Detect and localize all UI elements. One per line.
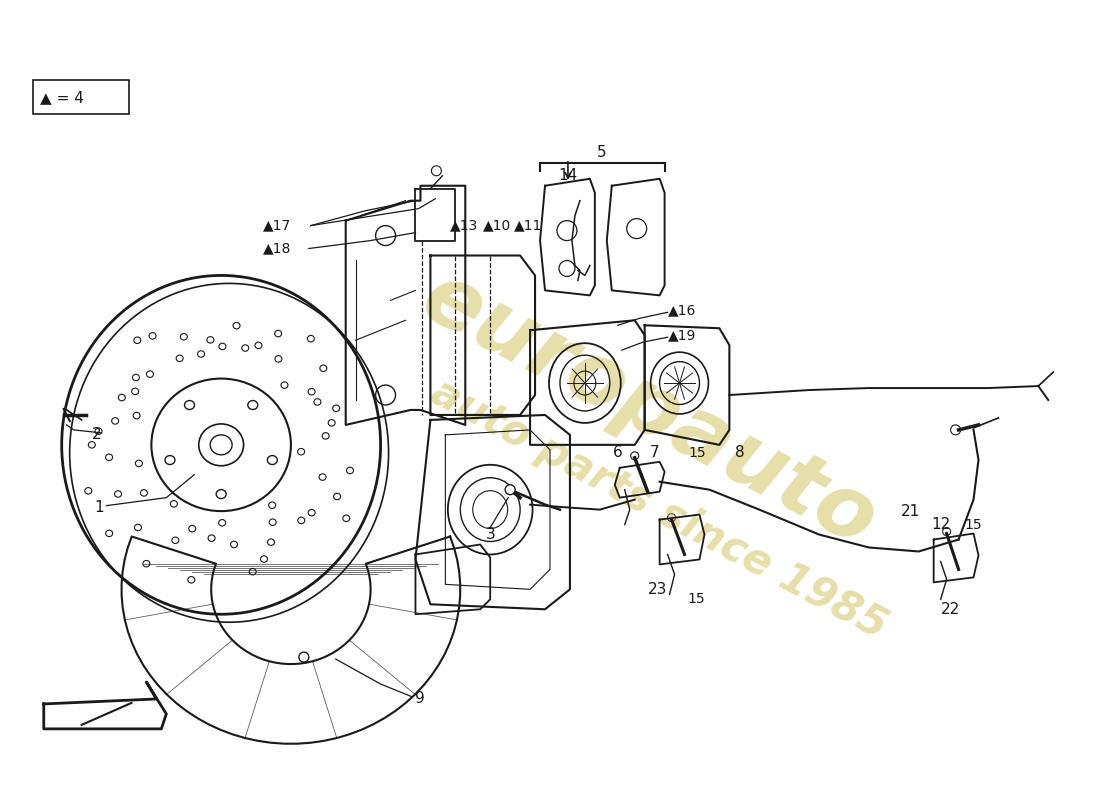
Text: 21: 21 [901, 504, 921, 519]
Text: 3: 3 [485, 527, 495, 542]
Text: 15: 15 [688, 592, 705, 606]
Text: ▲17: ▲17 [263, 218, 292, 233]
Text: 5: 5 [597, 146, 606, 160]
Text: 7: 7 [650, 446, 659, 460]
FancyBboxPatch shape [33, 80, 130, 114]
Circle shape [668, 514, 675, 522]
Text: ▲10: ▲10 [483, 218, 512, 233]
Text: 15: 15 [965, 518, 982, 531]
Text: 23: 23 [648, 582, 668, 597]
Text: 15: 15 [689, 446, 706, 460]
Text: 12: 12 [931, 517, 950, 532]
Polygon shape [44, 682, 166, 729]
Text: ▲13: ▲13 [450, 218, 478, 233]
Circle shape [630, 452, 639, 460]
Text: ▲11: ▲11 [514, 218, 542, 233]
Circle shape [943, 527, 950, 535]
Circle shape [950, 425, 960, 435]
Text: 8: 8 [735, 446, 745, 460]
Text: auto parts since 1985: auto parts since 1985 [425, 371, 894, 648]
Circle shape [505, 485, 515, 494]
Text: 2: 2 [91, 427, 101, 442]
Text: 6: 6 [613, 446, 623, 460]
Text: 9: 9 [416, 691, 426, 706]
Text: ▲ = 4: ▲ = 4 [40, 90, 84, 106]
Text: ▲18: ▲18 [263, 242, 292, 255]
Text: 1: 1 [95, 500, 104, 515]
Text: 22: 22 [940, 602, 960, 617]
Text: 14: 14 [559, 168, 578, 183]
Text: europauto: europauto [408, 255, 891, 565]
Text: ▲19: ▲19 [668, 328, 696, 342]
Text: ▲16: ▲16 [668, 303, 696, 318]
